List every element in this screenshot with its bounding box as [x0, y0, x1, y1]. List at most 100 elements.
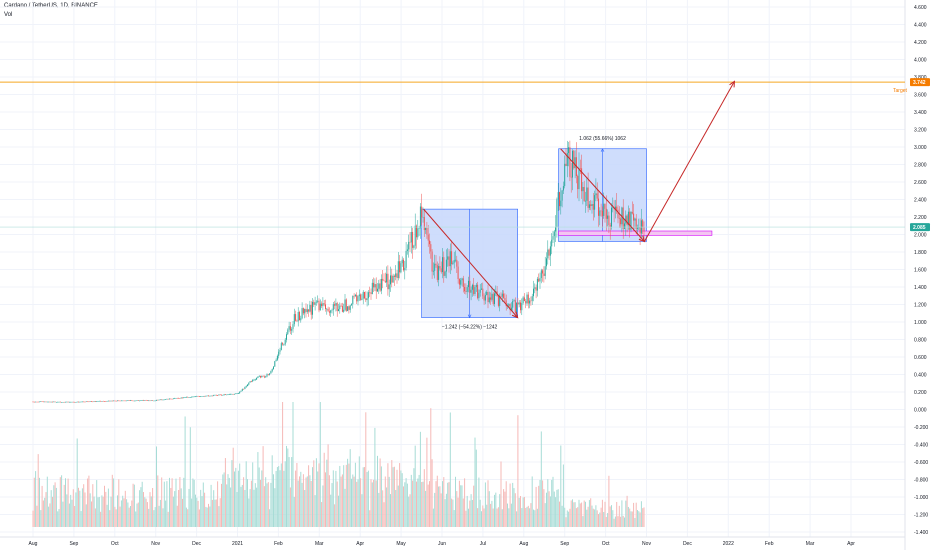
candle-body — [468, 280, 469, 288]
candle-body — [338, 309, 339, 312]
price-axis[interactable]: 4.600 4.400 4.200 4.000 3.800 3.600 3.400 3.200… — [893, 0, 930, 536]
candle-body — [413, 245, 415, 248]
time-axis[interactable]: Aug Sep Oct Nov Dec 2021 Feb Mar Apr May Jun Jul Aug… — [29, 541, 856, 547]
candle-body — [35, 401, 37, 403]
candle-body — [339, 305, 341, 310]
volume-bar — [308, 465, 310, 527]
candle-body — [122, 400, 124, 402]
candle-body — [425, 227, 427, 231]
candle-body — [241, 388, 243, 391]
volume-bar — [518, 497, 520, 527]
candle-body — [49, 401, 51, 403]
volume-bar — [327, 444, 329, 527]
candle-body — [464, 286, 466, 292]
volume-bar — [439, 486, 441, 527]
volume-bar — [304, 490, 306, 527]
volume-bar — [141, 481, 143, 527]
candle-body — [404, 267, 406, 271]
candle-body — [136, 400, 138, 401]
candle-body — [314, 302, 316, 305]
candle-body — [113, 400, 115, 402]
candle-body — [110, 400, 112, 402]
current-price-badge — [910, 223, 930, 232]
candle-body — [327, 308, 329, 312]
candle-body — [167, 398, 169, 400]
candle-body — [183, 397, 185, 399]
volume-bar — [78, 487, 79, 527]
candle-body — [482, 288, 484, 297]
volume-bar — [586, 509, 588, 527]
volume-bar — [221, 483, 222, 527]
volume-bar — [243, 477, 245, 527]
volume-bar — [111, 474, 113, 527]
candle-body — [197, 395, 199, 397]
volume-bar — [165, 500, 167, 527]
candle-body — [310, 304, 312, 315]
volume-bar — [81, 488, 83, 527]
volume-bar — [414, 445, 416, 527]
volume-bar — [215, 499, 217, 527]
volume-bar — [596, 510, 598, 527]
candle-body — [74, 401, 76, 403]
candle-body — [633, 213, 635, 221]
volume-bar — [58, 509, 60, 527]
volume-bar — [413, 468, 415, 527]
volume-bar — [280, 463, 282, 527]
volume-bar — [93, 496, 95, 527]
volume-bar — [513, 488, 515, 527]
candle-body — [182, 397, 183, 399]
time-tick-label: Oct — [602, 541, 610, 547]
candle-body — [634, 218, 636, 221]
volume-bar — [478, 477, 480, 527]
candle-body — [70, 401, 72, 403]
candle-body — [348, 306, 350, 310]
volume-bar — [425, 490, 427, 527]
volume-bar — [622, 515, 624, 527]
volume-bar — [191, 498, 193, 527]
candle-body — [548, 249, 550, 256]
volume-bar — [120, 500, 122, 527]
candle-body — [639, 227, 641, 234]
candle-body — [457, 266, 459, 279]
candle-body — [267, 374, 269, 375]
target-label: Target — [893, 88, 908, 94]
candle-body — [423, 216, 425, 231]
candle-body — [354, 294, 356, 296]
candle-body — [568, 147, 570, 154]
candle-body — [592, 203, 594, 210]
candle-body — [617, 209, 619, 219]
candle-body — [283, 344, 285, 345]
candle-body — [587, 187, 589, 208]
candle-body — [595, 193, 597, 196]
volume-bar — [113, 478, 115, 527]
candle-body — [119, 400, 121, 402]
candle-body — [643, 227, 645, 232]
candle-body — [565, 163, 567, 166]
candle-body — [453, 259, 455, 263]
candle-body — [510, 307, 512, 310]
candle-body — [226, 394, 228, 396]
candle-body — [572, 150, 573, 178]
volume-bar — [356, 481, 358, 527]
volume-bar — [416, 481, 417, 527]
volume-bar — [630, 511, 632, 527]
candle-body — [456, 259, 458, 267]
volume-bar — [85, 504, 87, 527]
volume-bar — [520, 496, 521, 527]
candle-body — [41, 401, 43, 403]
trend-arrow-head — [729, 80, 735, 88]
candle-body — [343, 309, 345, 312]
candle-body — [341, 306, 343, 312]
candle-body — [159, 399, 161, 401]
volume-bar — [71, 499, 73, 527]
volume-bar — [79, 490, 81, 527]
candle-body — [189, 397, 191, 398]
candle-body — [135, 400, 137, 402]
candle-body — [224, 394, 226, 395]
volume-bar — [574, 502, 576, 527]
candle-body — [240, 390, 242, 392]
volume-bar — [611, 505, 612, 527]
volume-bar — [70, 494, 72, 527]
volume-bar — [588, 500, 590, 527]
